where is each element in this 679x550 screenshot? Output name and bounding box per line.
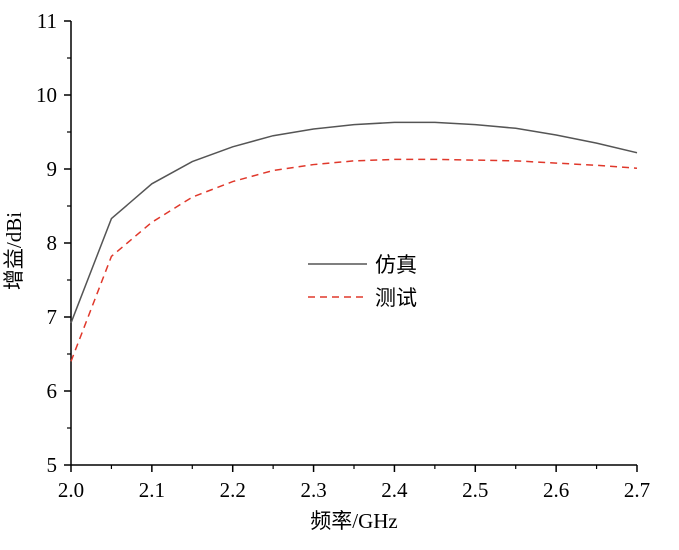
y-tick-label: 5	[47, 453, 58, 477]
y-tick-label: 10	[36, 83, 57, 107]
series-layer	[70, 121, 638, 362]
legend-label-2: 测试	[375, 286, 417, 310]
y-tick-label: 9	[47, 157, 58, 181]
x-tick-label: 2.1	[139, 478, 165, 502]
series-line-2	[70, 158, 638, 362]
y-axis-title: 增益/dBi	[2, 212, 26, 290]
series-line-1	[70, 121, 638, 324]
y-tick-label: 7	[47, 305, 58, 329]
legend-label-1: 仿真	[375, 253, 417, 277]
x-tick-label: 2.6	[543, 478, 569, 502]
y-tick-label: 11	[37, 9, 57, 33]
x-tick-label: 2.7	[624, 478, 650, 502]
axes: 5 6 7 8 9 10 11 2.0 2.1 2.2 2.3 2.4 2.5 2.6 2.7	[36, 9, 650, 502]
x-tick-label: 2.5	[462, 478, 488, 502]
x-tick-label: 2.0	[58, 478, 84, 502]
y-tick-label: 6	[47, 379, 58, 403]
x-tick-label: 2.2	[220, 478, 246, 502]
x-axis-title: 频率/GHz	[310, 509, 398, 533]
x-tick-label: 2.4	[381, 478, 408, 502]
x-tick-label: 2.3	[300, 478, 326, 502]
y-tick-label: 8	[47, 231, 58, 255]
